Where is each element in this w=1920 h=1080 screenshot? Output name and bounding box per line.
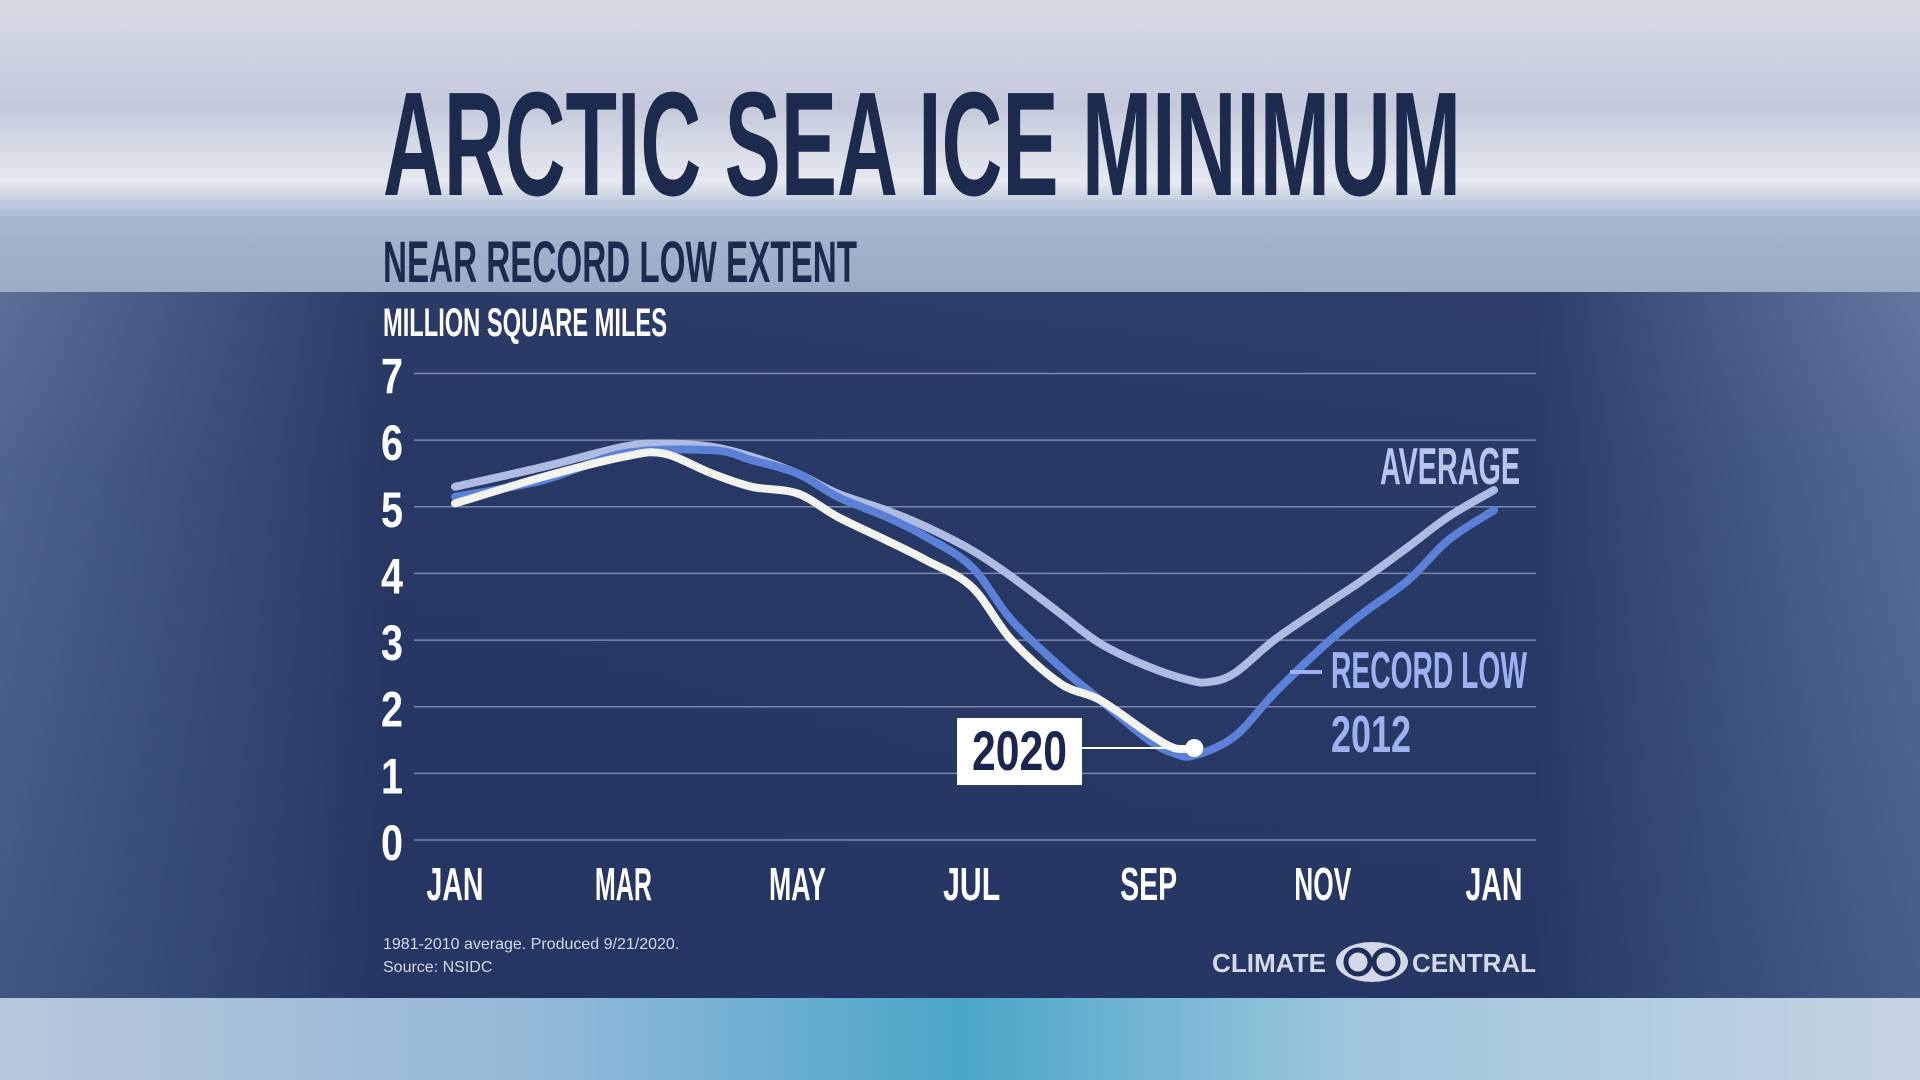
gridlines xyxy=(414,372,1536,841)
chart-panel xyxy=(0,292,1920,998)
page-title: ARCTIC SEA ICE MINIMUM xyxy=(383,62,1461,227)
y-tick-label: 3 xyxy=(381,615,403,671)
y-tick-label: 2 xyxy=(381,682,403,738)
record-low-label: RECORD LOW xyxy=(1331,642,1527,700)
logo-text-left: CLIMATE xyxy=(1212,948,1326,978)
x-tick-label: MAR xyxy=(595,858,652,910)
climate-central-logo[interactable]: CLIMATE CENTRAL xyxy=(1212,942,1536,982)
x-tick-label: NOV xyxy=(1294,858,1351,910)
y-tick-label: 1 xyxy=(381,748,403,804)
y-tick-label: 6 xyxy=(381,415,403,471)
x-tick-label: SEP xyxy=(1120,858,1177,910)
x-tick-label: JAN xyxy=(1466,858,1523,910)
record-low-year-label: 2012 xyxy=(1331,706,1411,764)
year-2020-line xyxy=(451,448,1199,754)
average-line xyxy=(451,439,1498,687)
x-tick-label: MAY xyxy=(769,858,826,910)
sky-background xyxy=(0,0,1920,214)
y-tick-label: 7 xyxy=(381,349,403,405)
record-low-2012-line xyxy=(451,445,1498,761)
average-label: AVERAGE xyxy=(1380,438,1520,496)
y-axis-label: MILLION SQUARE MILES xyxy=(383,301,667,345)
y-tick-label: 4 xyxy=(381,548,403,604)
x-tick-labels: JAN MAR MAY JUL SEP NOV JAN xyxy=(427,858,1523,910)
year-2020-label: 2020 xyxy=(972,719,1067,782)
bottom-ice-strip xyxy=(0,998,1920,1080)
x-tick-label: JUL xyxy=(943,858,1000,910)
x-tick-label: JAN xyxy=(427,858,484,910)
page-subtitle: NEAR RECORD LOW EXTENT xyxy=(383,230,857,295)
logo-text-right: CENTRAL xyxy=(1412,948,1536,978)
y-tick-label: 0 xyxy=(381,815,403,871)
y-tick-labels: 0 1 2 3 4 5 6 7 xyxy=(381,349,403,872)
year-2020-label-box xyxy=(957,718,1082,785)
infinity-logo-icon xyxy=(1336,942,1408,982)
footer-source: Source: NSIDC xyxy=(383,959,492,976)
year-2020-endpoint xyxy=(1185,739,1204,758)
y-tick-label: 5 xyxy=(381,482,403,538)
horizon-band xyxy=(0,200,1920,216)
series-lines xyxy=(451,439,1498,761)
footer-note: 1981-2010 average. Produced 9/21/2020. xyxy=(383,936,679,953)
